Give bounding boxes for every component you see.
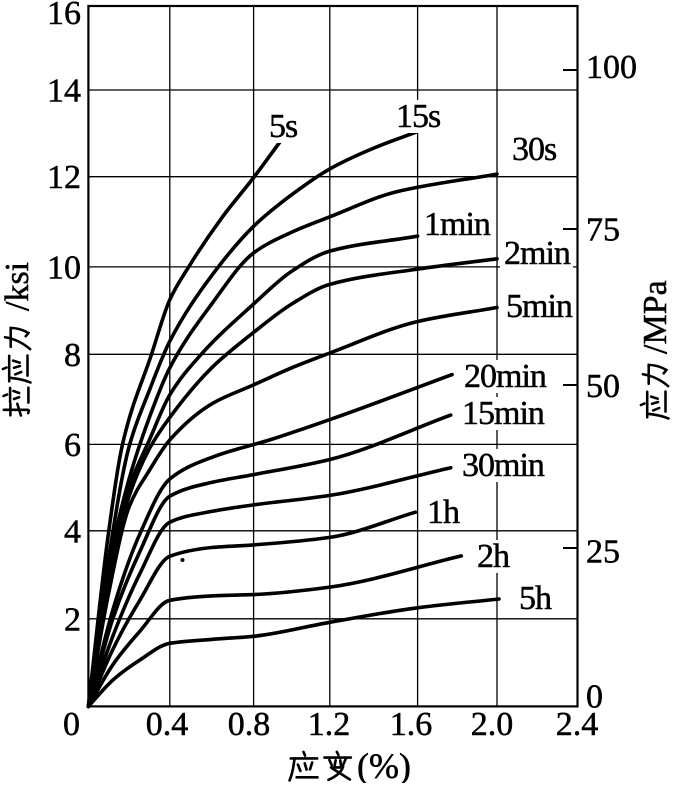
svg-text:100: 100 (586, 49, 637, 86)
svg-text:4: 4 (64, 513, 81, 550)
svg-text:15min: 15min (462, 395, 545, 432)
svg-text:0: 0 (63, 706, 80, 743)
svg-text:10: 10 (47, 249, 81, 286)
svg-text:2.4: 2.4 (556, 706, 599, 743)
svg-text:1min: 1min (424, 206, 491, 243)
svg-text:75: 75 (586, 212, 620, 249)
svg-text:0.4: 0.4 (146, 706, 189, 743)
svg-text:30s: 30s (512, 131, 556, 168)
svg-text:1.2: 1.2 (308, 706, 351, 743)
svg-text:0: 0 (586, 679, 603, 716)
svg-text:16: 16 (47, 0, 81, 32)
svg-text:2min: 2min (504, 235, 571, 272)
svg-text:/ksi: /ksi (0, 262, 36, 311)
svg-text:2h: 2h (477, 538, 510, 575)
svg-text:2: 2 (64, 601, 81, 638)
svg-text:8: 8 (64, 337, 81, 374)
svg-text:1h: 1h (427, 494, 460, 531)
svg-text:6: 6 (64, 427, 81, 464)
svg-text:15s: 15s (396, 98, 440, 135)
svg-text:14: 14 (47, 73, 81, 110)
svg-text:20min: 20min (464, 358, 547, 395)
svg-text:50: 50 (586, 368, 620, 405)
svg-text:1.6: 1.6 (390, 706, 433, 743)
svg-text:5h: 5h (519, 580, 552, 617)
svg-text:12: 12 (47, 159, 81, 196)
svg-text:5s: 5s (269, 108, 297, 145)
svg-text:(%): (%) (357, 746, 411, 783)
svg-text:5min: 5min (506, 288, 573, 325)
svg-text:2.0: 2.0 (471, 706, 514, 743)
svg-text:30min: 30min (462, 447, 545, 484)
svg-text:/MPa: /MPa (637, 280, 674, 354)
svg-text:0.8: 0.8 (228, 706, 271, 743)
svg-text:25: 25 (586, 534, 620, 571)
